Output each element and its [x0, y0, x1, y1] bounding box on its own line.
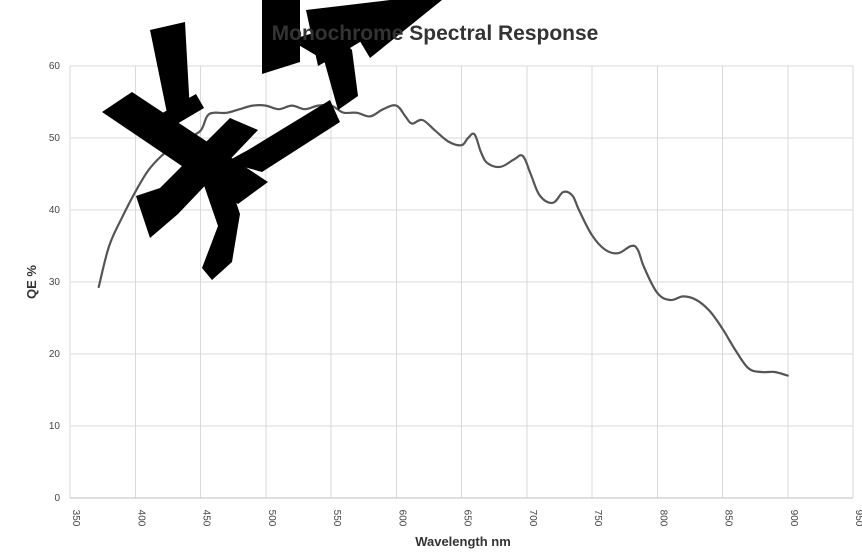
x-tick-label: 750 [592, 510, 603, 527]
x-tick-label: 450 [201, 510, 212, 527]
qe-series-line [97, 104, 789, 377]
x-tick-label: 350 [70, 510, 81, 527]
series-group [97, 104, 789, 377]
watermark-stroke-6 [262, 0, 300, 74]
watermark-stroke-10 [150, 94, 204, 134]
chart-text: Monochrome Spectral Response Wavelength … [24, 22, 598, 549]
watermark-stroke-5 [226, 100, 340, 172]
x-tick-label: 700 [527, 510, 538, 527]
y-tick-label: 40 [49, 205, 61, 216]
x-tick-label: 850 [723, 510, 734, 527]
x-tick-label: 550 [331, 510, 342, 527]
watermark-logo [102, 0, 442, 280]
x-tick-label: 800 [657, 510, 668, 527]
watermark-stroke-3 [136, 118, 258, 238]
x-tick-label: 900 [788, 510, 799, 527]
y-tick-label: 10 [49, 421, 61, 432]
x-tick-label: 500 [266, 510, 277, 527]
x-tick-label: 650 [462, 510, 473, 527]
y-tick-label: 0 [54, 493, 60, 504]
chart-title: Monochrome Spectral Response [272, 22, 599, 45]
watermark-stroke-8 [352, 0, 442, 58]
y-tick-label: 30 [49, 277, 61, 288]
x-tick-label: 400 [135, 510, 146, 527]
watermark-stroke-9 [290, 28, 358, 110]
y-axis-label: QE % [24, 265, 39, 299]
x-axis-label: Wavelength nm [415, 534, 511, 549]
watermark-stroke-4 [198, 160, 240, 280]
y-tick-label: 20 [49, 349, 61, 360]
x-tick-label: 950 [853, 510, 862, 527]
y-tick-label: 50 [49, 133, 61, 144]
watermark-stroke-2 [150, 22, 190, 118]
y-tick-label: 60 [49, 61, 61, 72]
tick-labels: 0 10 20 30 40 50 60 350 400 450 500 550 600 650 700 750… [49, 61, 862, 527]
x-tick-label: 600 [396, 510, 407, 527]
